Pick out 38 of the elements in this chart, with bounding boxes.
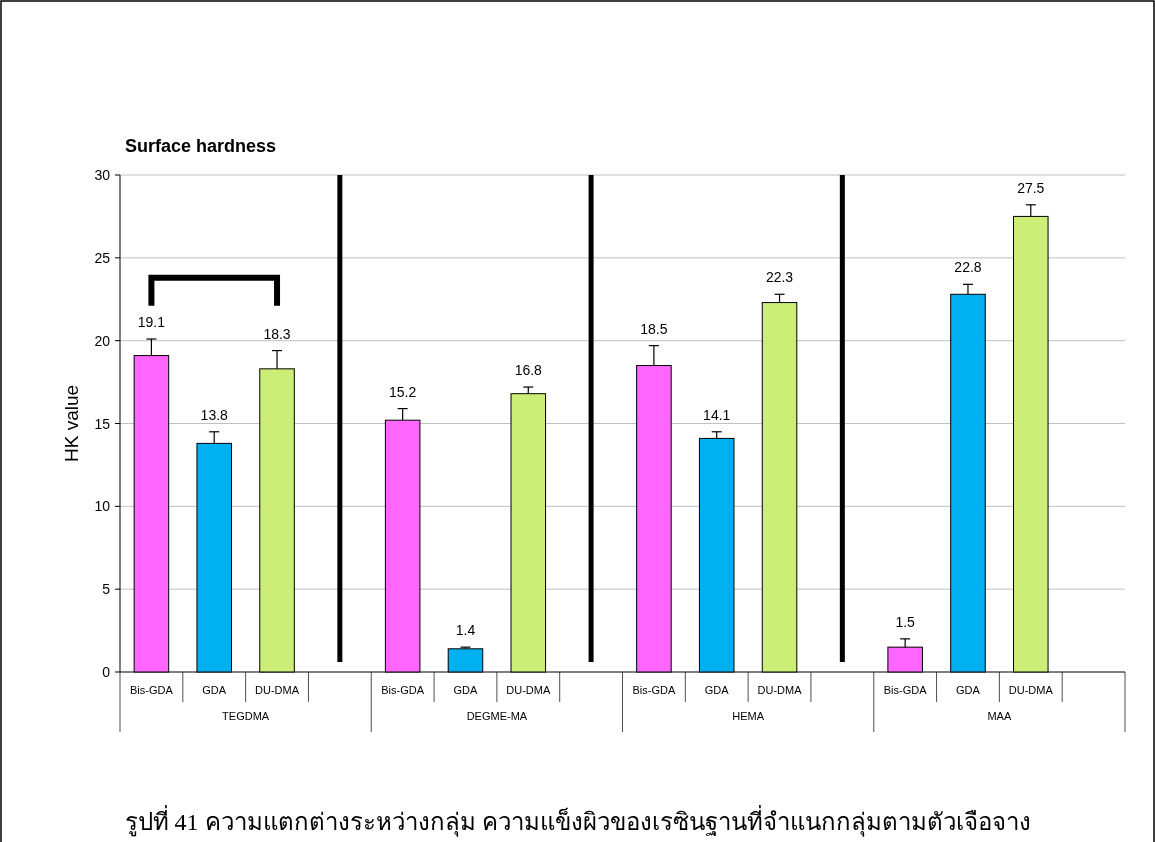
data-label: 15.2 <box>389 383 417 400</box>
data-label: 18.5 <box>640 320 668 337</box>
text: DU-DMA <box>255 684 300 696</box>
x-tick-label: DEGME-MA <box>466 710 528 722</box>
data-label: 22.8 <box>954 259 982 276</box>
x-tick-label: HEMA <box>732 710 765 722</box>
y-tick-label: 15 <box>94 415 111 432</box>
y-tick-label: 0 <box>102 664 111 680</box>
text: รูปที่ 41 ความแตกต่างระหว่างกลุ่ม ความแข็งผิวของเรซินฐานที่จำแนกกลุ่มตามตัวเจือจาง <box>124 805 1031 837</box>
data-label: 16.8 <box>514 362 543 379</box>
y-tick-label: 5 <box>102 581 111 598</box>
data-label: 27.5 <box>1017 179 1045 196</box>
y-axis-title: HK value <box>61 384 82 463</box>
x-tick-label: TEGDMA <box>222 710 270 722</box>
y-tick-label: 20 <box>94 332 111 349</box>
data-label: 19.1 <box>137 314 166 331</box>
data-label: 13.8 <box>200 406 229 423</box>
text: Bis-GDA <box>381 684 425 696</box>
x-tick-label: MAA <box>987 710 1012 722</box>
text: DU-DMA <box>506 684 551 696</box>
y-tick-label: 25 <box>94 249 111 266</box>
text: Bis-GDA <box>632 684 676 696</box>
y-tick-label: 30 <box>94 167 111 183</box>
data-label: 18.3 <box>263 325 291 342</box>
text: GDA <box>453 684 478 696</box>
text: Bis-GDA <box>883 684 927 696</box>
series-label: GDA <box>202 684 227 696</box>
data-label: 22.3 <box>765 269 794 286</box>
y-tick-label: 10 <box>94 498 111 515</box>
series-label: DU-DMA <box>1008 684 1054 696</box>
data-label: 1.4 <box>455 622 476 639</box>
text: GDA <box>956 684 980 696</box>
text: GDA <box>704 684 729 696</box>
series-label: Bis-GDA <box>130 684 174 696</box>
text: DU-DMA <box>757 684 802 696</box>
chart-title: Surface hardness <box>125 136 277 156</box>
data-label: 14.1 <box>703 406 731 423</box>
data-label: 1.5 <box>895 613 916 630</box>
